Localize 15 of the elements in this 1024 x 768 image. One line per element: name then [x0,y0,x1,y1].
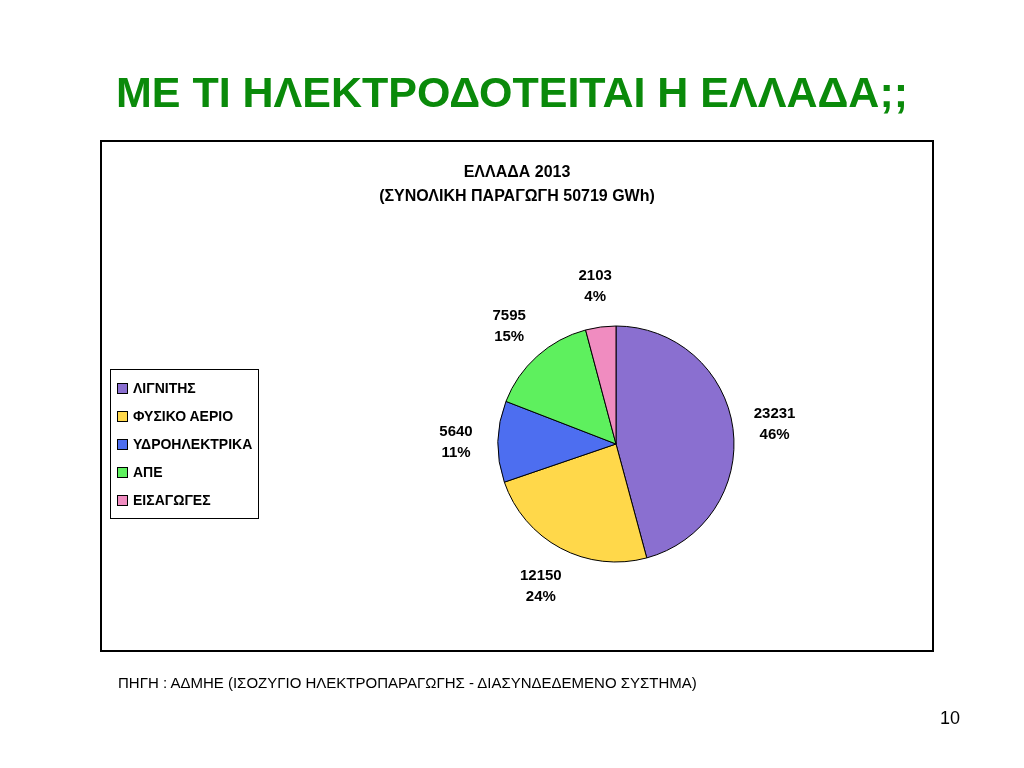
text: ΠΗΓΗ : ΑΔΜΗΕ (ΙΣΟΖΥΓΙΟ ΗΛΕΚΤΡΟΠΑΡΑΓΩΓΗΣ - ΔΙΑΣΥΝΔΕΔΕΜΕΝΟ ΣΥΣΤΗΜΑ) [118,674,697,691]
data-label: 5640 11% [439,421,473,460]
legend-label: ΑΠΕ [133,464,163,480]
text: 10 [940,708,961,729]
legend-label: ΛΙΓΝΙΤΗΣ [133,380,196,396]
legend-label: ΥΔΡΟΗΛΕΚΤΡΙΚΑ [133,436,253,452]
data-label: 12150 24% [520,566,562,605]
legend-label: ΕΙΣΑΓΩΓΕΣ [133,492,211,508]
data-label: 23231 46% [753,403,796,442]
text: ΜΕ ΤΙ ΗΛΕΚΤΡΟΔΟΤΕΙΤΑΙ Η ΕΛΛΑΔΑ;; [114,68,910,117]
data-label: 2103 4% [578,266,612,305]
chart-title: ΕΛΛΑΔΑ 2013 [462,162,572,182]
data-label: 7595 15% [492,305,526,344]
chart-subtitle: (ΣΥΝΟΛΙΚΗ ΠΑΡΑΓΩΓΗ 50719 GWh) [378,186,656,206]
legend-label: ΦΥΣΙΚΟ ΑΕΡΙΟ [133,408,234,424]
